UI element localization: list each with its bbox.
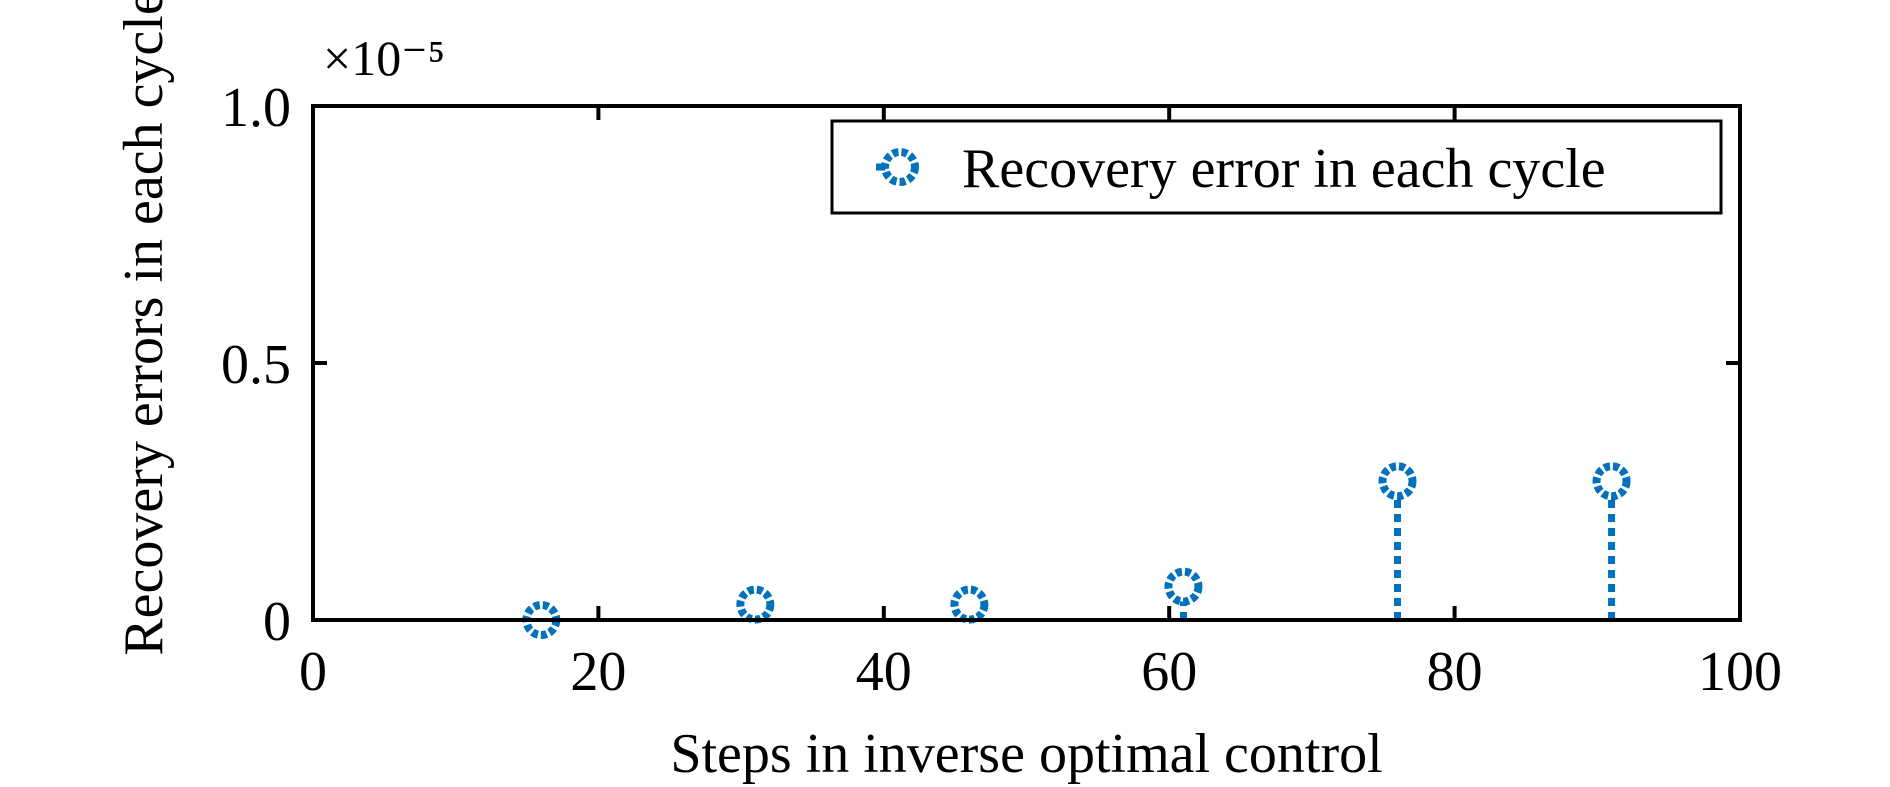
- axis-ticks: [311, 104, 1742, 622]
- x-axis-label: Steps in inverse optimal control: [670, 723, 1382, 785]
- legend: Recovery error in each cycle: [830, 119, 1723, 215]
- data-point-marker: [1164, 567, 1203, 606]
- y-tick-label: 0.5: [221, 334, 291, 396]
- y-tick-label: 0: [263, 591, 291, 653]
- x-tick-label: 40: [856, 641, 912, 703]
- data-point-marker: [736, 585, 775, 624]
- data-point-marker: [950, 585, 989, 624]
- x-tick-label: 0: [299, 641, 327, 703]
- data-point-marker: [1592, 462, 1631, 501]
- y-tick-labels: 0 0.5 1.0: [221, 77, 291, 653]
- x-tick-label: 80: [1427, 641, 1483, 703]
- x-tick-label: 100: [1698, 641, 1782, 703]
- data-markers: [522, 462, 1631, 639]
- legend-entry-label: Recovery error in each cycle: [962, 138, 1606, 200]
- y-axis-label: Recovery errors in each cycle: [113, 0, 175, 656]
- data-point-marker: [1378, 462, 1417, 501]
- x-tick-labels: 0 20 40 60 80 100: [299, 641, 1782, 703]
- y-tick-label: 1.0: [221, 77, 291, 139]
- y-exponent-label: ×10⁻⁵: [323, 30, 445, 86]
- legend-circle-icon: [881, 148, 919, 186]
- legend-box: [830, 119, 1723, 215]
- legend-marker-icon: [876, 148, 919, 186]
- x-tick-label: 60: [1141, 641, 1197, 703]
- x-tick-label: 20: [570, 641, 626, 703]
